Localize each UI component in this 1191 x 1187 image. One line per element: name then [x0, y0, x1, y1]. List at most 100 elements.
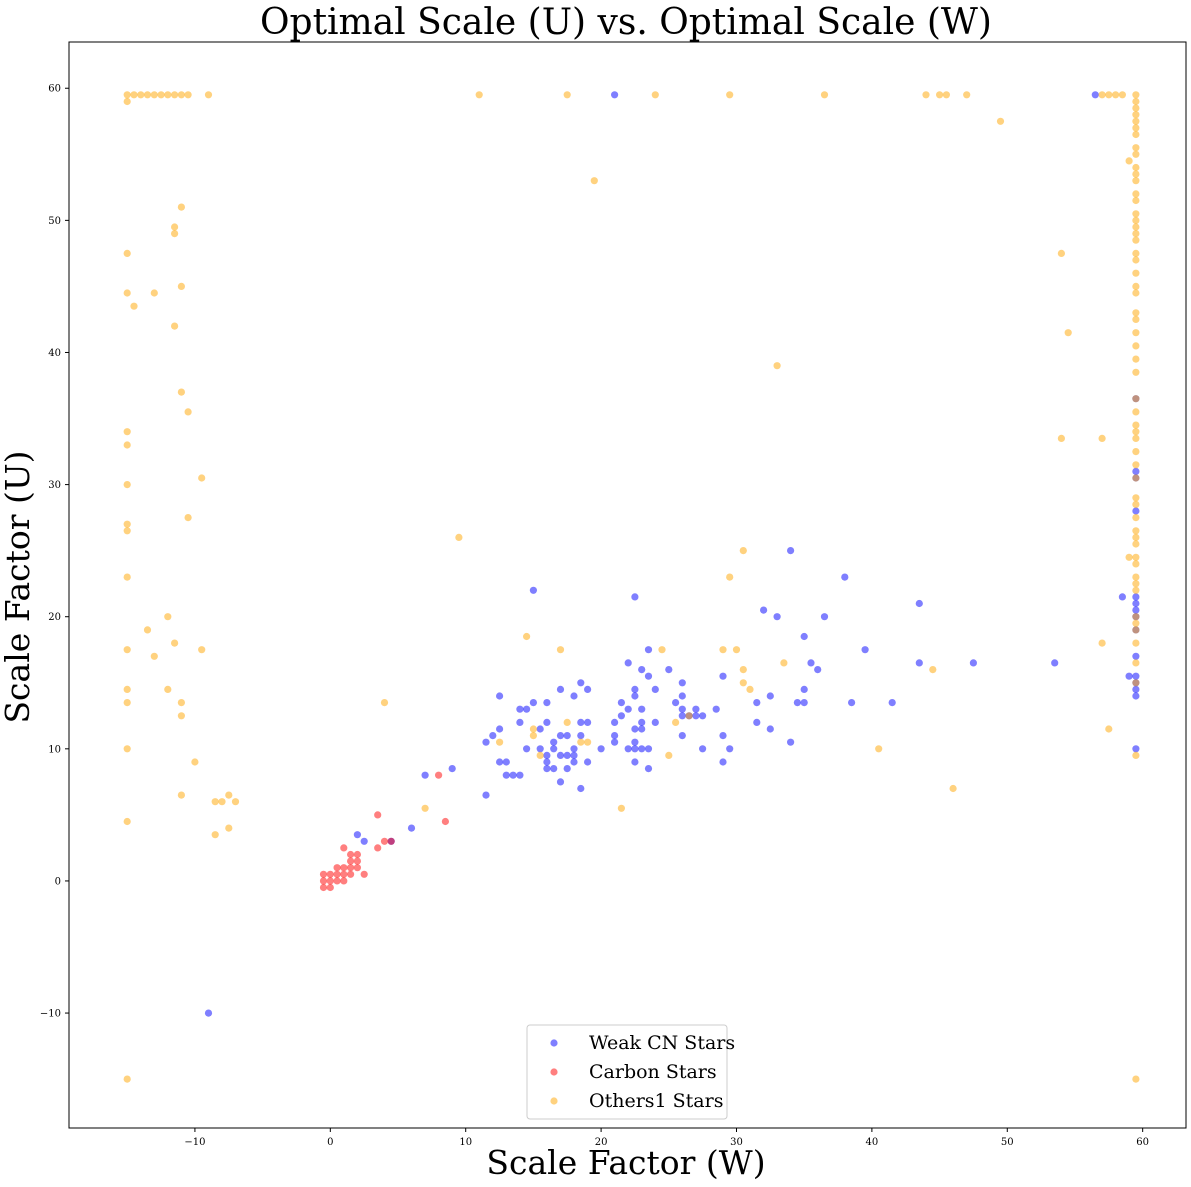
- data-point: [1132, 692, 1140, 700]
- data-point: [347, 870, 355, 878]
- data-point: [726, 573, 734, 581]
- data-point: [123, 481, 131, 489]
- data-point: [678, 705, 686, 713]
- data-point: [787, 547, 795, 555]
- data-point: [570, 745, 578, 753]
- data-point: [225, 824, 233, 832]
- data-point: [1132, 573, 1140, 581]
- data-point: [570, 758, 578, 766]
- data-point: [556, 646, 565, 654]
- x-tick-label: 10: [459, 1137, 472, 1148]
- data-point: [1132, 434, 1140, 442]
- data-point: [1118, 593, 1126, 601]
- data-point: [171, 91, 179, 99]
- data-point: [1132, 196, 1140, 205]
- data-point: [942, 91, 951, 99]
- data-point: [678, 712, 686, 720]
- data-point: [482, 738, 490, 746]
- data-point: [164, 91, 172, 99]
- x-tick-label: 20: [595, 1137, 608, 1148]
- data-point: [536, 751, 544, 760]
- data-point: [347, 857, 355, 865]
- data-point: [340, 870, 348, 878]
- y-axis-ticks: −10 0 10 20 30 40 50 60: [40, 84, 69, 1020]
- data-point: [171, 322, 179, 330]
- data-point: [1132, 216, 1140, 224]
- legend-label: Weak CN Stars: [589, 1032, 735, 1054]
- data-point: [1132, 368, 1140, 376]
- data-point: [644, 745, 653, 753]
- data-point: [523, 705, 531, 713]
- data-point: [502, 758, 510, 766]
- legend-marker: [550, 1039, 558, 1047]
- data-point: [543, 751, 551, 760]
- data-point: [638, 718, 646, 727]
- data-point: [584, 685, 592, 694]
- data-point: [692, 705, 700, 713]
- data-point: [814, 666, 822, 674]
- data-point: [996, 117, 1005, 125]
- data-point: [1132, 315, 1140, 323]
- data-point: [509, 771, 517, 779]
- data-point: [807, 659, 815, 667]
- data-point: [739, 679, 747, 687]
- data-point: [841, 573, 849, 581]
- data-point: [644, 646, 653, 654]
- data-point: [1132, 580, 1140, 588]
- legend-marker: [550, 1068, 558, 1076]
- data-point: [502, 771, 510, 779]
- data-point: [130, 91, 138, 99]
- data-point: [1125, 157, 1133, 165]
- data-point: [516, 771, 524, 779]
- data-point: [360, 837, 368, 845]
- data-point: [719, 732, 727, 740]
- data-point: [123, 249, 131, 257]
- data-point: [529, 725, 538, 733]
- data-point: [1098, 639, 1106, 647]
- data-point: [577, 738, 585, 746]
- data-point: [624, 659, 632, 667]
- data-point: [638, 725, 646, 733]
- data-point: [1132, 236, 1140, 244]
- data-point: [1112, 91, 1120, 99]
- data-point: [597, 745, 605, 753]
- data-point: [204, 91, 213, 99]
- data-point: [496, 758, 504, 766]
- data-point: [800, 632, 808, 641]
- data-point: [529, 586, 538, 594]
- data-point: [1132, 474, 1140, 482]
- data-point: [1132, 342, 1140, 350]
- data-point: [333, 877, 341, 885]
- y-axis-label: Scale Factor (U): [0, 450, 37, 723]
- data-point: [536, 725, 544, 733]
- data-point: [563, 751, 571, 760]
- data-point: [570, 692, 578, 700]
- data-point: [726, 91, 734, 99]
- data-point: [171, 230, 179, 238]
- data-point: [319, 870, 328, 878]
- x-tick-label: 0: [327, 1137, 333, 1148]
- data-point: [638, 745, 646, 753]
- data-point: [455, 533, 463, 542]
- data-point: [177, 388, 185, 396]
- data-point: [1132, 256, 1140, 264]
- data-point: [739, 666, 747, 674]
- data-point: [536, 745, 544, 753]
- data-point: [529, 732, 538, 740]
- legend-item: Weak CN Stars: [550, 1032, 735, 1054]
- data-point: [556, 778, 565, 786]
- data-point: [719, 672, 727, 680]
- data-point: [1132, 553, 1140, 561]
- data-point: [949, 784, 957, 793]
- data-point: [347, 850, 355, 859]
- data-point: [651, 91, 659, 99]
- data-point: [631, 692, 639, 700]
- data-point: [435, 771, 443, 779]
- data-point: [326, 883, 334, 892]
- data-point: [672, 718, 680, 727]
- data-point: [1118, 91, 1126, 99]
- data-point: [584, 758, 592, 766]
- data-point: [726, 745, 734, 753]
- data-point: [665, 666, 673, 674]
- data-point: [963, 91, 971, 99]
